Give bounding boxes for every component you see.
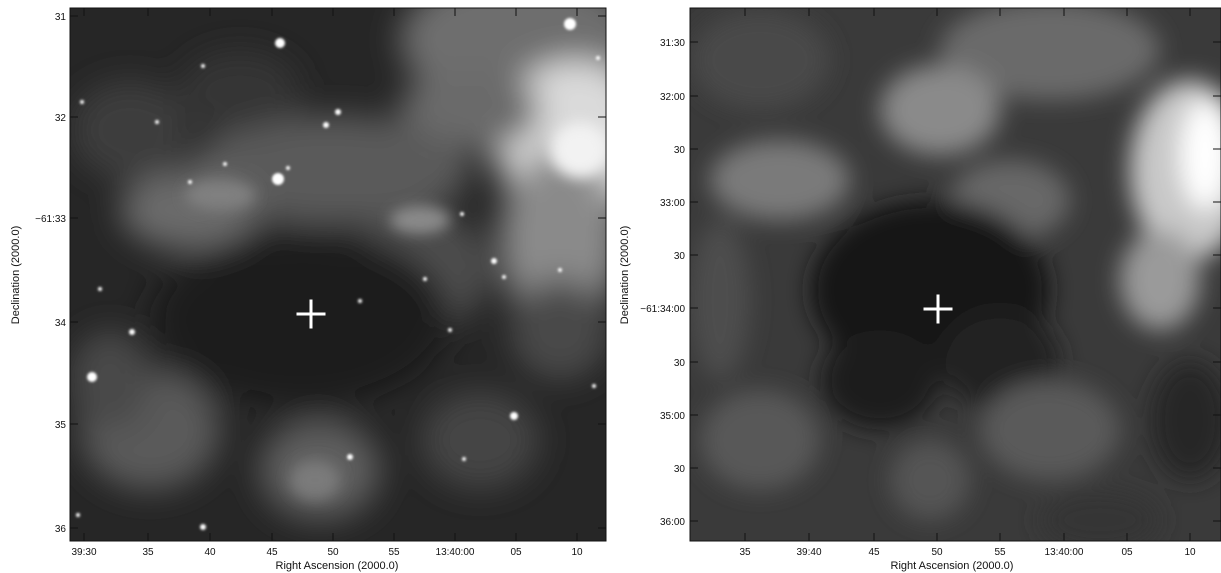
right-y-tick: −61:34:00	[640, 304, 685, 315]
star	[502, 275, 506, 279]
right-y-tick: 32:00	[660, 92, 685, 103]
left-frame	[69, 7, 607, 542]
star	[286, 166, 290, 170]
star	[80, 100, 84, 104]
star	[323, 122, 329, 128]
left-ticks	[70, 8, 606, 541]
right-x-tick: 39:40	[796, 547, 821, 558]
star	[188, 180, 192, 184]
right-y-tick: 30	[674, 464, 686, 475]
star	[272, 173, 284, 185]
left-x-tick: 35	[142, 547, 154, 558]
left-stars	[76, 18, 600, 530]
star	[358, 299, 362, 303]
right-panel: 35 39:40 45 50 55 13:40:00 05 10 31:30 3…	[619, 7, 1221, 572]
right-x-tick: 10	[1184, 547, 1196, 558]
star	[491, 258, 497, 264]
right-y-tick-labels: 31:30 32:00 30 33:00 30 −61:34:00 30 35:…	[640, 38, 685, 528]
star	[200, 524, 206, 530]
star	[592, 384, 596, 388]
left-x-tick: 10	[571, 547, 583, 558]
star	[98, 287, 102, 291]
right-x-tick: 50	[931, 547, 943, 558]
star	[423, 277, 427, 281]
star	[510, 412, 518, 420]
right-x-tick-labels: 35 39:40 45 50 55 13:40:00 05 10	[739, 547, 1196, 558]
star	[448, 328, 452, 332]
right-y-tick: 30	[674, 358, 686, 369]
star	[564, 18, 576, 30]
right-y-tick: 33:00	[660, 198, 685, 209]
left-x-tick: 40	[204, 547, 216, 558]
right-frame	[689, 7, 1221, 542]
left-y-tick: −61:33	[35, 214, 66, 225]
left-x-tick-labels: 39:30 35 40 45 50 55 13:40:00 05 10	[71, 547, 583, 558]
right-y-tick: 35:00	[660, 411, 685, 422]
left-y-tick-labels: 31 32 −61:33 34 35 36	[35, 12, 66, 535]
right-y-tick: 30	[674, 251, 686, 262]
star	[347, 454, 353, 460]
right-plus-marker	[923, 294, 953, 324]
right-y-tick: 36:00	[660, 517, 685, 528]
right-image	[690, 8, 1221, 541]
left-x-tick: 05	[510, 547, 522, 558]
right-y-tick: 31:30	[660, 38, 685, 49]
star	[87, 372, 97, 382]
left-y-tick: 31	[55, 12, 67, 23]
left-y-tick: 34	[55, 318, 67, 329]
star	[462, 457, 466, 461]
right-x-tick: 05	[1121, 547, 1133, 558]
star	[201, 64, 205, 68]
star	[155, 120, 159, 124]
right-x-tick: 45	[868, 547, 880, 558]
left-y-tick: 36	[55, 524, 67, 535]
left-x-tick: 45	[266, 547, 278, 558]
right-ticks	[690, 8, 1221, 541]
left-x-tick: 55	[388, 547, 400, 558]
left-plus-marker	[296, 299, 326, 329]
star	[460, 212, 464, 216]
right-x-tick: 55	[994, 547, 1006, 558]
star	[223, 162, 227, 166]
left-x-tick: 39:30	[71, 547, 96, 558]
left-x-tick: 13:40:00	[436, 547, 475, 558]
right-x-tick: 13:40:00	[1045, 547, 1084, 558]
left-x-axis-title: Right Ascension (2000.0)	[276, 560, 399, 572]
right-y-tick: 30	[674, 145, 686, 156]
star	[76, 513, 80, 517]
left-x-tick: 50	[327, 547, 339, 558]
left-y-axis-title: Declination (2000.0)	[10, 226, 22, 324]
right-x-tick: 35	[739, 547, 751, 558]
right-x-axis-title: Right Ascension (2000.0)	[891, 560, 1014, 572]
star	[275, 38, 285, 48]
star	[558, 268, 562, 272]
left-panel: 39:30 35 40 45 50 55 13:40:00 05 10 31 3…	[10, 7, 607, 572]
left-y-tick: 35	[55, 420, 67, 431]
left-image	[70, 8, 606, 541]
star	[596, 56, 600, 60]
star	[335, 109, 341, 115]
right-y-axis-title: Declination (2000.0)	[619, 226, 631, 324]
left-y-tick: 32	[55, 113, 67, 124]
star	[129, 329, 135, 335]
